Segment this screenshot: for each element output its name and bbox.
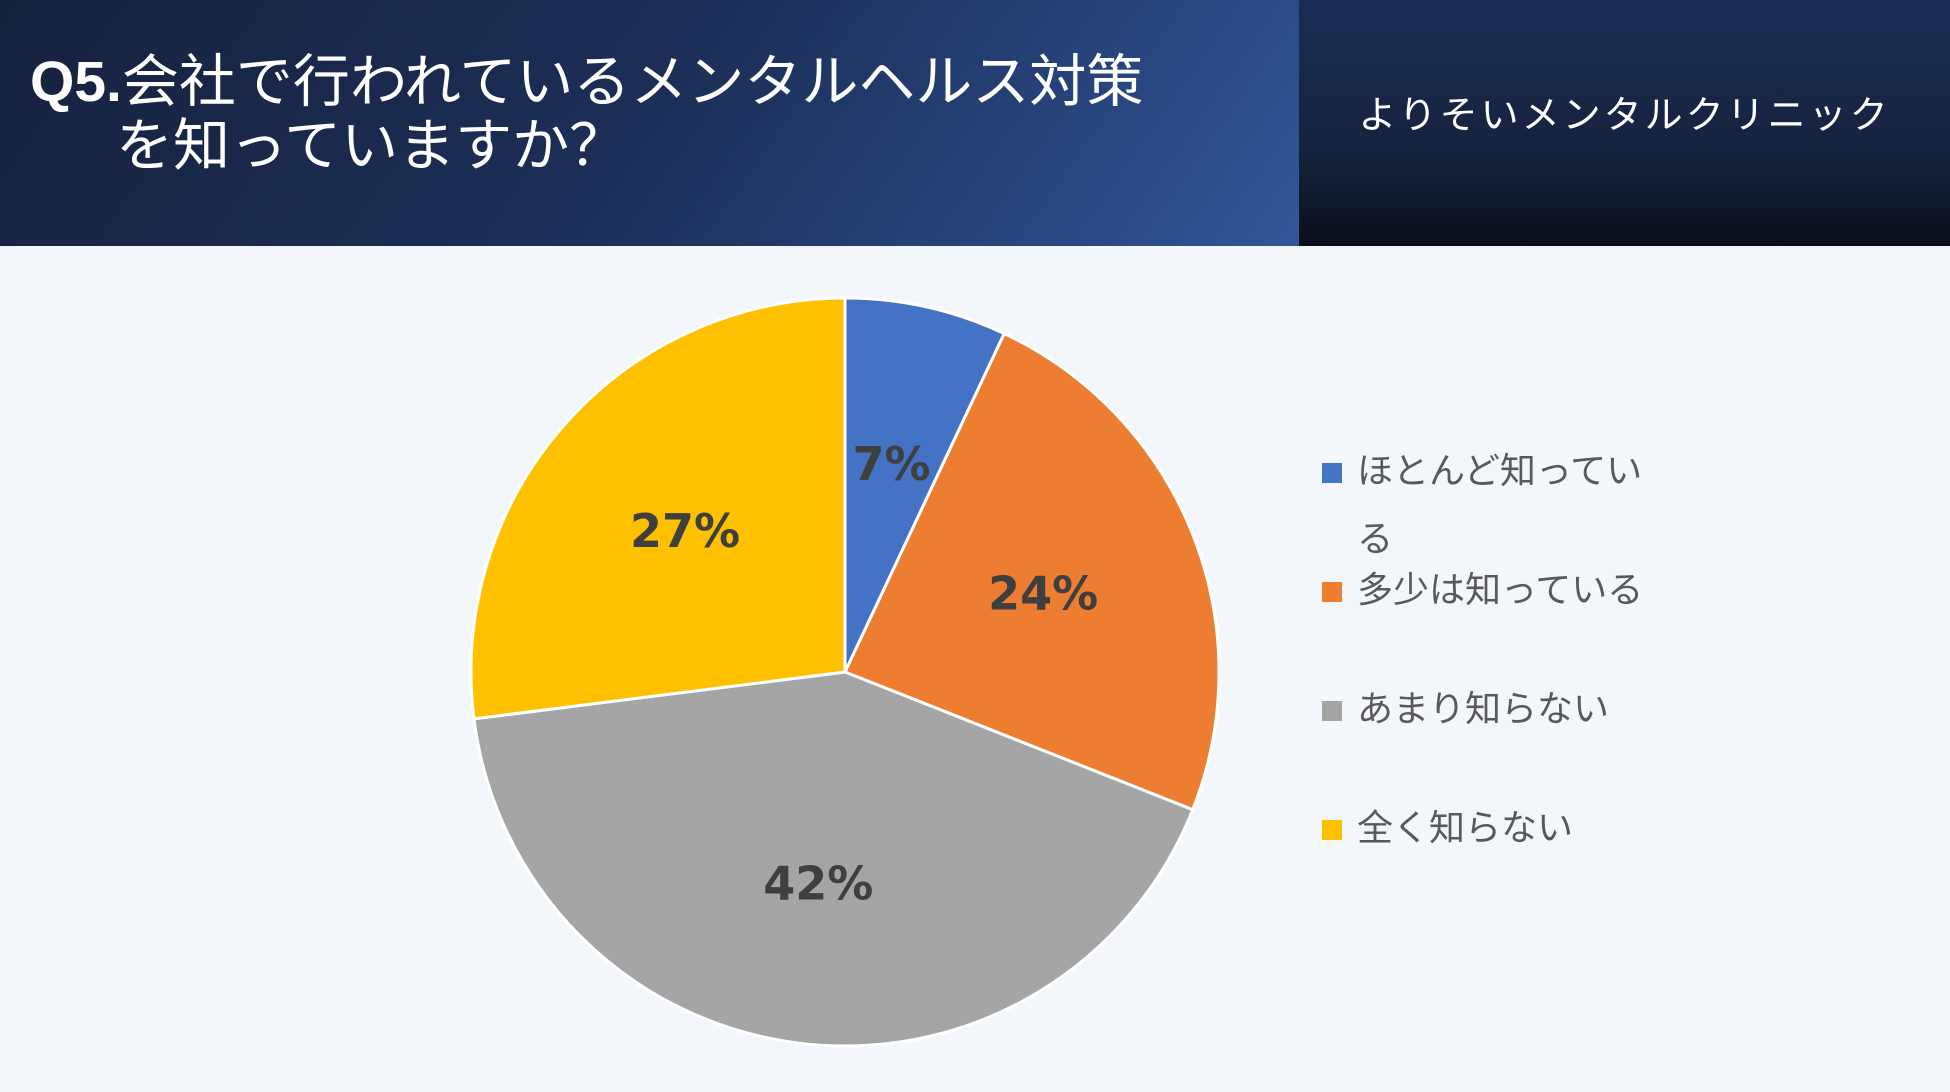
pie-slice-2 bbox=[842, 331, 1221, 812]
legend-item-1: ほとんど知っている bbox=[1322, 438, 1662, 560]
question-text-line1: 会社で行われているメンタルヘルス対策 bbox=[121, 49, 1144, 115]
pie-slice-4 bbox=[469, 296, 847, 721]
legend-label: あまり知らない bbox=[1357, 689, 1610, 730]
legend-item-4: 全く知らない bbox=[1322, 795, 1662, 914]
legend-swatch bbox=[1322, 463, 1342, 483]
legend-item-2: 多少は知っている bbox=[1322, 557, 1662, 676]
legend-label: ほとんど知っている bbox=[1357, 451, 1643, 560]
legend-item-3: あまり知らない bbox=[1322, 676, 1662, 795]
header-banner: Q5.会社で行われているメンタルヘルス対策 を知っていますか？ よりそいメンタル… bbox=[0, 0, 1950, 246]
data-label-4: 27% bbox=[630, 504, 740, 558]
legend-label: 全く知らない bbox=[1357, 808, 1574, 849]
legend-swatch bbox=[1322, 582, 1342, 602]
legend-label: 多少は知っている bbox=[1357, 570, 1644, 611]
clinic-name: よりそいメンタルクリニック bbox=[1358, 93, 1891, 137]
data-label-2: 24% bbox=[988, 567, 1098, 621]
question-number: Q5. bbox=[30, 50, 122, 114]
legend-swatch bbox=[1322, 701, 1342, 721]
question-text-line2: を知っていますか？ bbox=[116, 113, 627, 179]
pie-slice-1 bbox=[843, 296, 1007, 673]
data-label-1: 7% bbox=[852, 437, 930, 491]
chart-legend: ほとんど知っている多少は知っている あまり知らない 全く知らない bbox=[1322, 438, 1662, 914]
question-title: Q5.会社で行われているメンタルヘルス対策 を知っていますか？ bbox=[30, 50, 1270, 178]
pie-slice-3 bbox=[472, 670, 1195, 1048]
legend-swatch bbox=[1322, 820, 1342, 840]
header-right-panel bbox=[1299, 0, 1950, 246]
pie-chart: 7% 24% 42% 27% bbox=[469, 296, 1221, 1048]
data-label-3: 42% bbox=[763, 856, 873, 910]
